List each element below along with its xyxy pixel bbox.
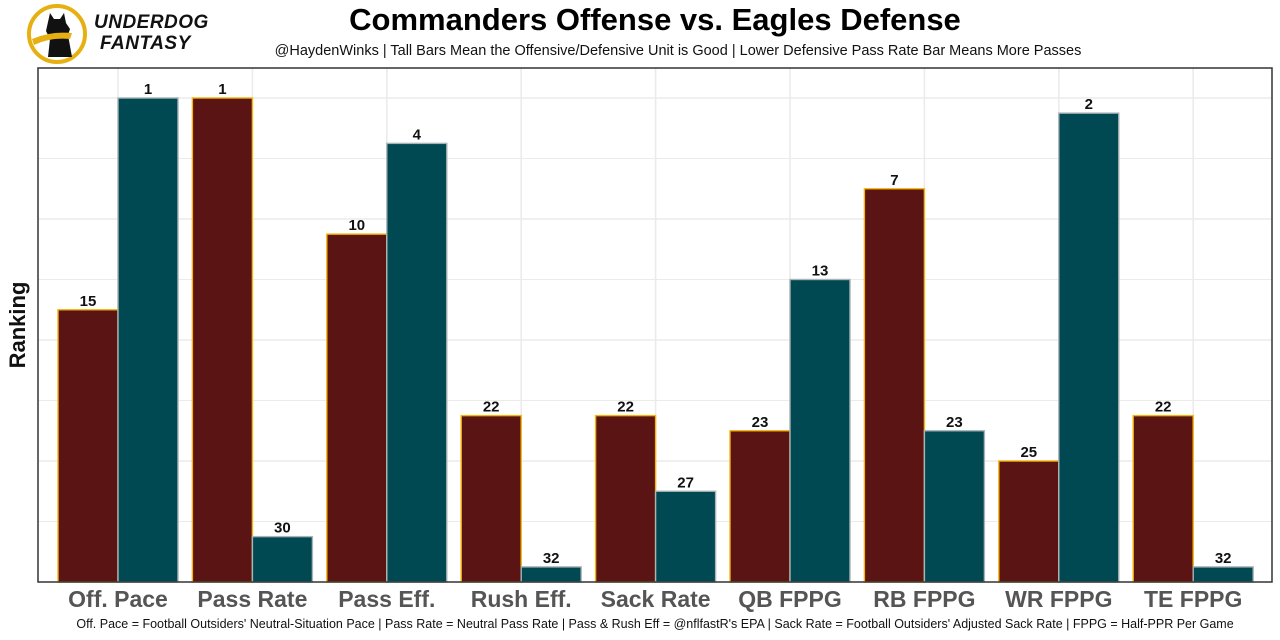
data-label-defense: 23 (946, 414, 963, 431)
bar-defense (1058, 112, 1120, 583)
data-label-defense: 30 (274, 520, 291, 537)
data-label-offense: 22 (617, 399, 634, 416)
data-label-defense: 1 (144, 81, 152, 98)
x-tick-label: Pass Rate (197, 586, 307, 612)
bar-offense (1132, 414, 1194, 583)
plot-border (37, 67, 1273, 583)
data-label-defense: 27 (677, 474, 694, 491)
bars (57, 97, 1254, 583)
x-tick-label: WR FPPG (1005, 586, 1112, 612)
data-label-defense: 32 (1215, 550, 1232, 567)
bar-offense (460, 414, 522, 583)
bar-defense (117, 97, 179, 583)
bar-defense (789, 278, 851, 583)
bar-offense (729, 430, 791, 583)
x-tick-label: QB FPPG (738, 586, 842, 612)
underdog-logo-icon (27, 4, 87, 64)
data-label-offense: 25 (1020, 444, 1037, 461)
x-tick-label: TE FPPG (1144, 586, 1242, 612)
data-label-offense: 22 (1155, 399, 1172, 416)
brand-wordmark: UNDERDOG FANTASY (94, 12, 209, 54)
bar-defense (520, 566, 582, 583)
chart-title: Commanders Offense vs. Eagles Defense (349, 2, 961, 37)
bar-defense (654, 490, 717, 583)
x-tick-label: Rush Eff. (471, 586, 572, 612)
data-label-offense: 10 (348, 217, 365, 234)
x-tick-label: RB FPPG (873, 586, 975, 612)
bar-offense (863, 188, 926, 583)
bar-offense (191, 97, 254, 583)
x-tick-label: Off. Pace (68, 586, 168, 612)
data-label-offense: 23 (752, 414, 769, 431)
bar-defense (1192, 566, 1254, 583)
bar-defense (923, 430, 986, 583)
bar-defense (386, 142, 448, 583)
chart-subtitle: @HaydenWinks | Tall Bars Mean the Offens… (274, 43, 1082, 59)
data-label-defense: 13 (812, 263, 829, 280)
bar-offense (594, 414, 657, 583)
data-label-defense: 32 (543, 550, 560, 567)
data-label-defense: 4 (413, 126, 422, 143)
data-label-offense: 22 (483, 399, 500, 416)
brand-line2: FANTASY (100, 33, 191, 54)
data-label-offense: 1 (218, 81, 226, 98)
bar-offense (57, 309, 119, 583)
bar-offense (998, 460, 1060, 583)
data-label-offense: 7 (890, 172, 898, 189)
x-tick-labels: Off. Pace Pass Rate Pass Eff. Rush Eff. Sack… (68, 586, 1242, 612)
x-tick-label: Pass Eff. (338, 586, 435, 612)
data-label-defense: 2 (1085, 96, 1093, 113)
bar-defense (251, 535, 314, 583)
brand-line1: UNDERDOG (94, 12, 209, 33)
data-label-offense: 15 (80, 293, 97, 310)
chart-caption: Off. Pace = Football Outsiders' Neutral-… (76, 617, 1234, 631)
bar-offense (326, 233, 388, 583)
x-tick-label: Sack Rate (601, 586, 711, 612)
